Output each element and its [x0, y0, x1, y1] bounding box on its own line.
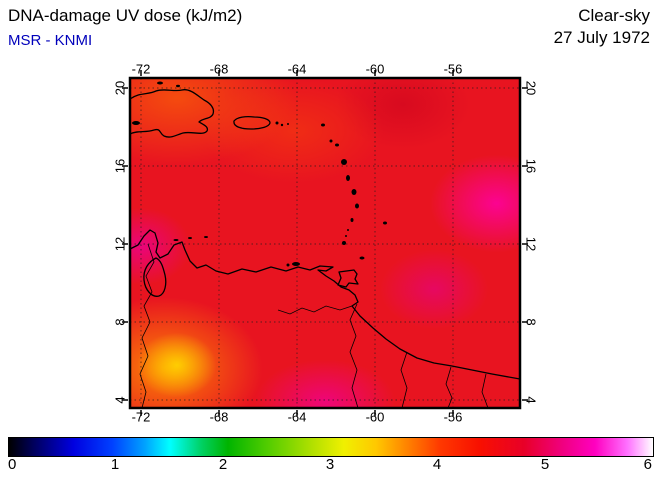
lat-tick-label: 12 — [112, 236, 128, 252]
colorbar-tick-label: 5 — [540, 456, 550, 473]
lon-tick-label: -68 — [209, 409, 229, 425]
lat-tick-label: 20 — [523, 80, 539, 96]
colorbar-tick-label: 3 — [325, 456, 335, 473]
lat-tick-label: 16 — [112, 158, 128, 174]
lat-tick-label: 8 — [112, 318, 128, 326]
lon-tick-label: -72 — [131, 409, 151, 425]
lat-tick-label: 16 — [523, 158, 539, 174]
colorbar-tick-label: 4 — [432, 456, 442, 473]
page-title: DNA-damage UV dose (kJ/m2) — [8, 6, 243, 25]
lat-tick-label: 4 — [112, 396, 128, 404]
lat-tick-label: 20 — [112, 80, 128, 96]
country-borders — [139, 243, 489, 409]
coast-hispaniola — [129, 89, 215, 138]
colorbar — [8, 437, 654, 457]
lon-tick-label: -64 — [287, 61, 307, 77]
coast-puerto-rico — [233, 115, 271, 130]
lon-tick-label: -56 — [443, 409, 463, 425]
map-area — [122, 70, 528, 416]
colorbar-gradient — [9, 438, 653, 456]
lat-tick-label: 4 — [523, 396, 539, 404]
coastlines — [129, 89, 521, 380]
map-border — [128, 76, 522, 410]
lat-tick-label: 8 — [523, 318, 539, 326]
islands — [132, 81, 387, 267]
map-overlay — [122, 70, 528, 416]
frame-ticks — [122, 70, 528, 416]
lon-tick-label: -64 — [287, 409, 307, 425]
gridlines — [130, 78, 520, 408]
coast-trinidad — [337, 269, 359, 288]
lon-tick-label: -60 — [365, 409, 385, 425]
colorbar-tick-label: 2 — [218, 456, 228, 473]
lon-tick-label: -68 — [209, 61, 229, 77]
colorbar-tick-label: 1 — [110, 456, 120, 473]
lon-tick-label: -60 — [365, 61, 385, 77]
colorbar-tick-label: 0 — [8, 456, 17, 473]
source-label: MSR - KNMI — [8, 32, 93, 49]
lake-maracaibo — [143, 257, 167, 297]
lon-tick-label: -72 — [131, 61, 151, 77]
condition-label: Clear-sky — [578, 6, 650, 25]
lat-tick-label: 12 — [523, 236, 539, 252]
date-label: 27 July 1972 — [553, 28, 650, 47]
colorbar-tick-label: 6 — [643, 456, 652, 473]
lon-tick-label: -56 — [443, 61, 463, 77]
coast-south-america — [129, 229, 521, 380]
